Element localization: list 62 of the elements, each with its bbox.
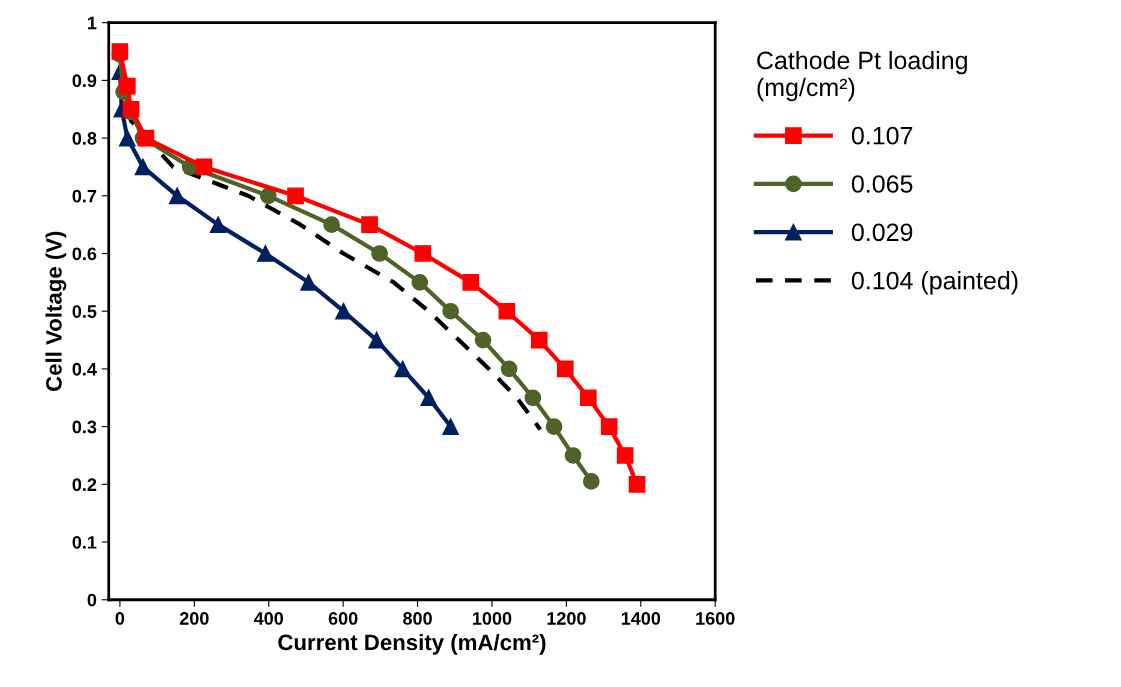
x-axis-title: Current Density (mA/cm²): [278, 633, 546, 655]
point: [442, 418, 459, 435]
x-tick-label: 0: [115, 612, 125, 625]
legend-label: 0.104 (painted): [851, 271, 1018, 295]
y-tick-label: 0.8: [72, 132, 97, 145]
point: [323, 216, 340, 233]
point: [119, 77, 136, 95]
y-tick-label: 0.6: [72, 247, 97, 261]
legend-label: 0.029: [851, 223, 913, 242]
point: [371, 245, 388, 262]
point: [545, 418, 563, 435]
y-tick-label: 1: [88, 16, 97, 30]
y-tick-label: 0.4: [72, 362, 97, 376]
point: [498, 302, 516, 320]
y-tick-label: 0.9: [72, 74, 97, 88]
y-tick-label: 0.2: [72, 478, 97, 492]
point: [394, 360, 411, 378]
point: [257, 245, 274, 262]
x-tick-label: 800: [403, 612, 432, 625]
y-tick-label: 0.5: [72, 305, 97, 318]
y-tick-label: 0: [87, 593, 97, 607]
point: [474, 331, 492, 349]
x-tick-label: 600: [328, 612, 358, 625]
point: [628, 476, 646, 493]
point: [168, 187, 186, 205]
point: [287, 187, 304, 205]
y-tick-label: 0.3: [72, 420, 97, 434]
legend-title: Cathode Pt loading (mg/cm²): [757, 50, 967, 102]
point: [582, 473, 600, 490]
point: [335, 302, 352, 320]
point: [600, 418, 618, 435]
point: [300, 274, 317, 291]
y-axis-title: Cell Voltage (V): [45, 231, 67, 391]
point: [579, 389, 597, 407]
x-tick-label: 1400: [621, 612, 661, 625]
point: [209, 216, 227, 233]
point: [556, 360, 574, 378]
point: [414, 245, 432, 262]
point: [420, 389, 438, 407]
point: [564, 447, 582, 464]
point: [500, 360, 518, 378]
legend-label: 0.065: [851, 175, 913, 193]
point: [119, 129, 136, 147]
y-tick-label: 0.7: [72, 189, 97, 203]
x-tick-label: 200: [179, 612, 209, 625]
x-tick-label: 1000: [473, 612, 512, 625]
x-tick-label: 1200: [547, 612, 586, 625]
point: [411, 274, 429, 291]
point: [616, 447, 634, 464]
point: [530, 331, 548, 349]
point: [368, 331, 385, 349]
point: [462, 274, 480, 291]
point: [195, 158, 213, 176]
legend-label: 0.107: [851, 126, 913, 145]
y-tick-label: 0.1: [72, 535, 97, 549]
point: [524, 389, 542, 407]
x-tick-label: 1600: [696, 612, 735, 625]
x-tick-label: 400: [253, 612, 284, 625]
point: [442, 302, 459, 320]
point: [260, 187, 277, 205]
point: [361, 216, 378, 233]
point: [134, 158, 152, 176]
